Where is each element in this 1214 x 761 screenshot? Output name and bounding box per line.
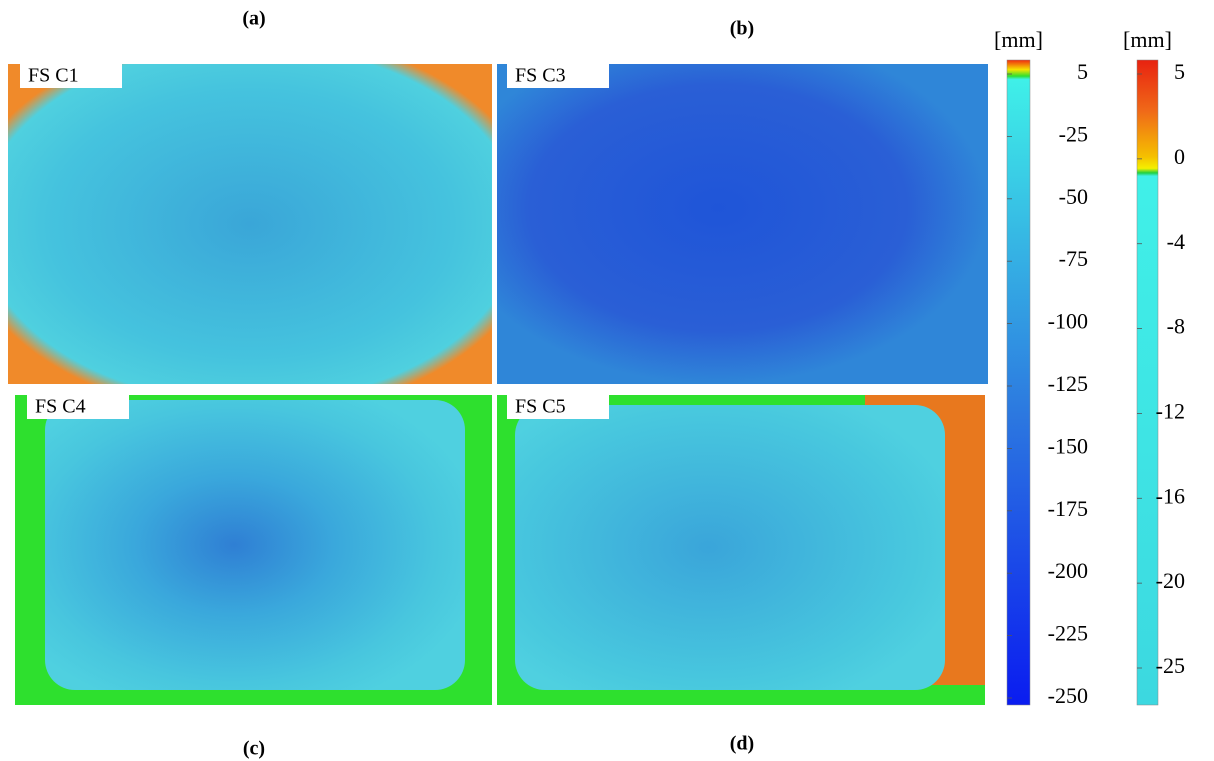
colorbar-tick-label: -175 [1048, 496, 1088, 521]
colorbar-tick-label: -12 [1156, 398, 1185, 423]
colorbar-tick-label: -50 [1059, 184, 1088, 209]
colorbar-tick-label: 0 [1174, 144, 1185, 169]
panel-name: FS C3 [515, 65, 566, 87]
scan-images [8, 64, 988, 705]
panel-letter: (b) [730, 18, 754, 40]
scan-c3 [497, 64, 988, 384]
scan-c5 [515, 405, 945, 690]
colorbar-tick-label: -25 [1156, 653, 1185, 678]
panel-name: FS C1 [28, 65, 79, 87]
colorbar-tick-label: -125 [1048, 371, 1088, 396]
figure: FS C1(a)FS C3(b)FS C4(c)FS C5(d) [mm]5-2… [0, 0, 1214, 761]
panel-name: FS C4 [35, 396, 86, 418]
panel-letter: (a) [242, 8, 265, 30]
colorbar-tick-label: -75 [1059, 246, 1088, 271]
colorbar-tick-label: 5 [1077, 59, 1088, 84]
scan-c4 [45, 400, 465, 690]
panel-name: FS C5 [515, 396, 566, 418]
colorbar-tick-label: 5 [1174, 59, 1185, 84]
colorbar [1007, 60, 1030, 705]
panel-letter: (c) [243, 738, 265, 760]
colorbar-tick-label: -16 [1156, 483, 1185, 508]
colorbar-unit: [mm] [1123, 27, 1172, 52]
scan-c1 [8, 64, 492, 384]
colorbar-tick-label: -200 [1048, 558, 1088, 583]
colorbar-tick-label: -225 [1048, 621, 1088, 646]
colorbar [1137, 60, 1158, 705]
colorbar-tick-label: -8 [1167, 314, 1185, 339]
colorbar-tick-label: -100 [1048, 309, 1088, 334]
colorbar-tick-label: -150 [1048, 433, 1088, 458]
panel-letter: (d) [730, 733, 754, 755]
colorbar-tick-label: -20 [1156, 568, 1185, 593]
colorbar-tick-label: -250 [1048, 683, 1088, 708]
colorbar-unit: [mm] [994, 27, 1043, 52]
colorbar-tick-label: -4 [1167, 229, 1185, 254]
colorbar-tick-label: -25 [1059, 121, 1088, 146]
